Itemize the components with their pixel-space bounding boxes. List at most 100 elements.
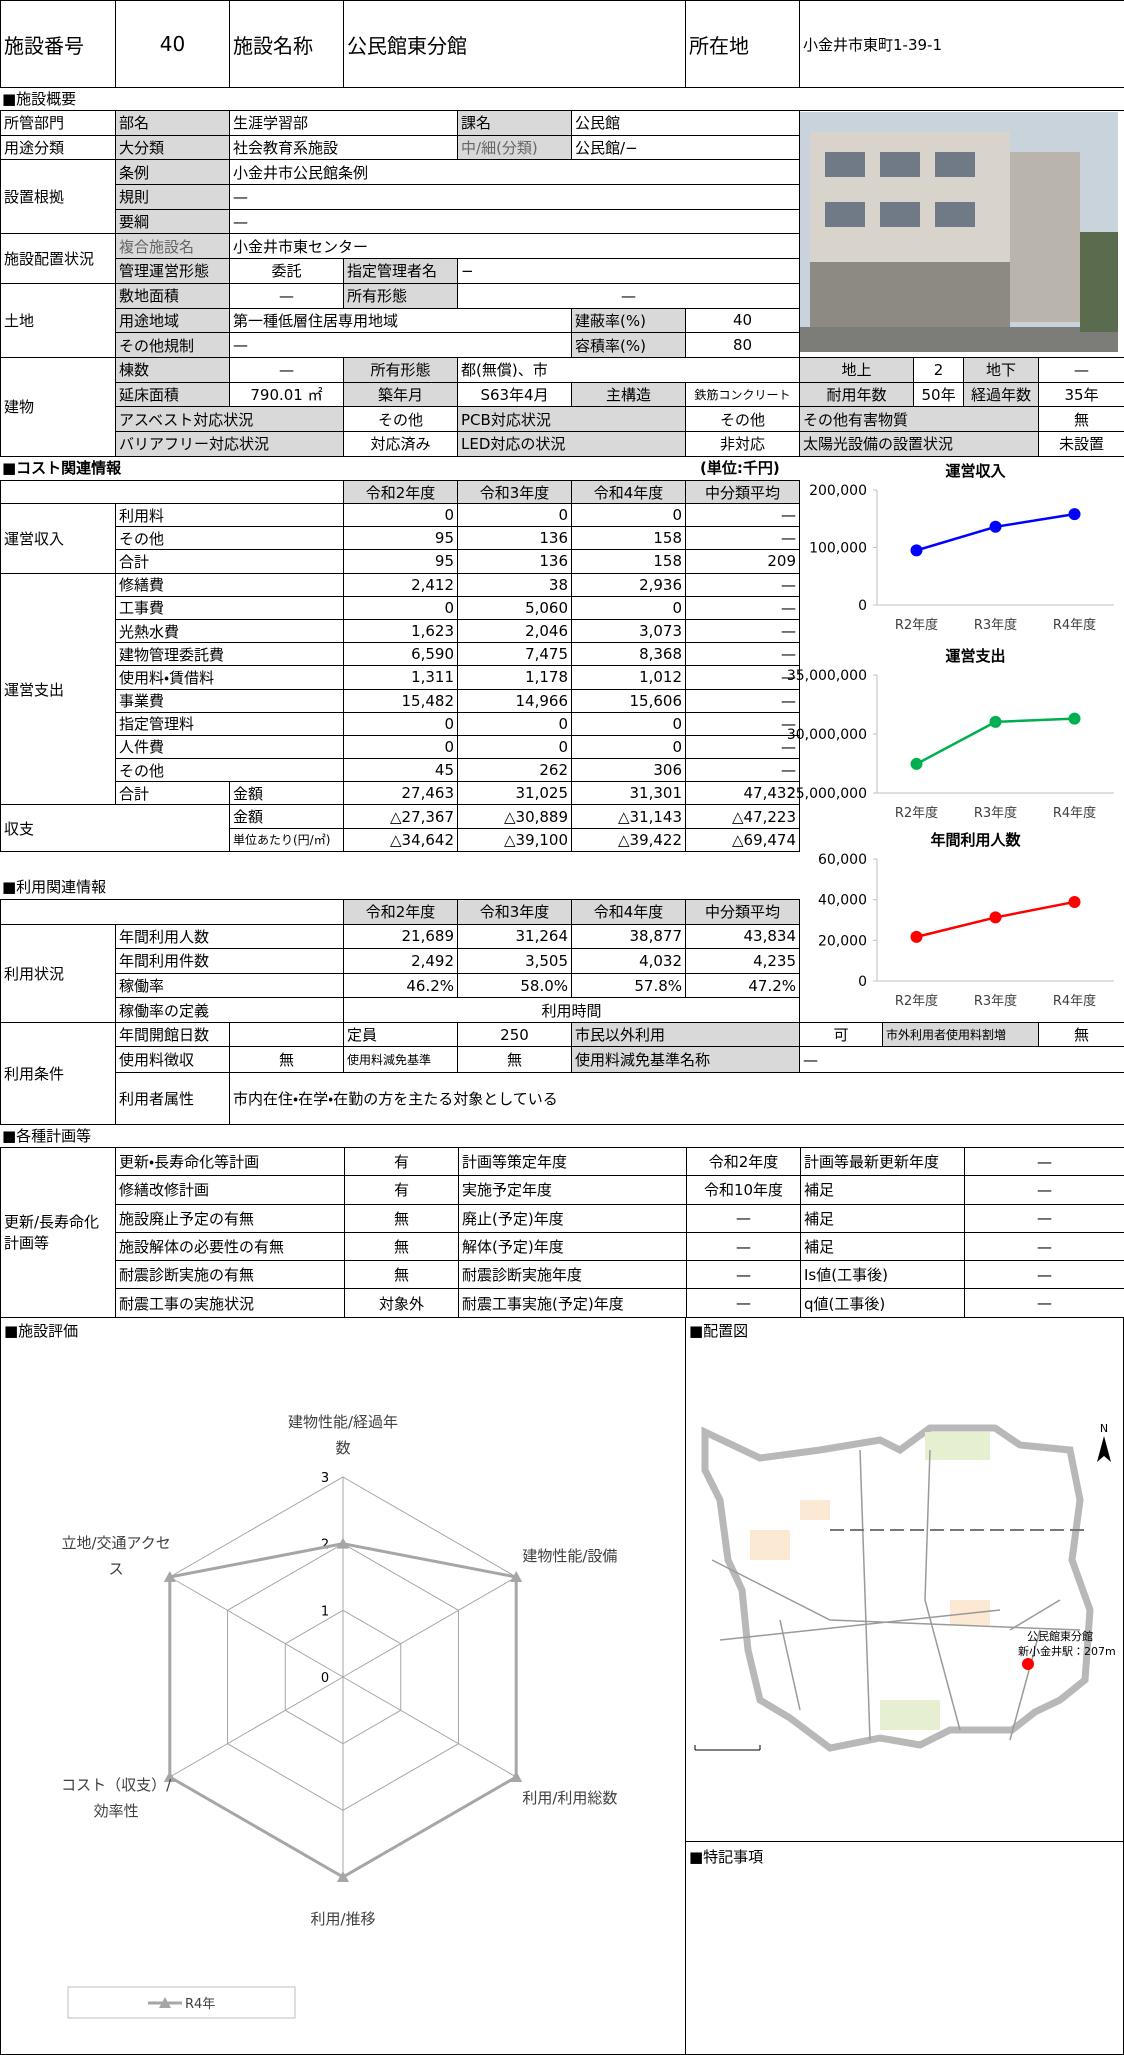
x-tick-label: R4年度: [1053, 993, 1096, 1009]
table-cell: 対象外: [344, 1288, 459, 1318]
table-cell: 35年: [1038, 381, 1124, 408]
table-cell: 使用料減免基準名称: [571, 1046, 800, 1073]
table-cell: 0: [571, 711, 687, 736]
table-cell: 定員: [343, 1022, 458, 1047]
map-road: [1009, 1629, 1041, 1741]
table-cell: 0: [457, 711, 573, 736]
table-cell: 3,073: [571, 618, 687, 644]
point: [1068, 508, 1081, 521]
table-cell: 棟数: [115, 356, 230, 383]
table-cell: 大分類: [115, 134, 230, 161]
table-cell: 57.8%: [571, 972, 687, 999]
table-cell: 令和2年度: [343, 899, 459, 925]
point: [910, 544, 923, 557]
table-cell: 令和4年度: [571, 899, 687, 925]
blank-cell: [799, 110, 1124, 358]
table-cell: 人件費: [114, 734, 345, 760]
table-cell: 158: [571, 549, 687, 574]
table-cell: 施設解体の必要性の有無: [115, 1231, 345, 1262]
table-cell: —: [964, 1175, 1124, 1205]
facility-photo: [800, 111, 1119, 352]
north-label: N: [1100, 1422, 1108, 1435]
table-cell: 市民以外利用: [571, 1022, 800, 1047]
table-cell: —: [228, 332, 573, 358]
table-cell: 補足: [800, 1203, 965, 1233]
table-cell: —: [685, 758, 801, 783]
table-cell: —: [964, 1288, 1124, 1318]
table-cell: —: [686, 1231, 801, 1262]
table-cell: 47,432: [685, 781, 801, 806]
overview-table: 所管部門 部名 生涯学習部 課名 公民館 用途分類 大分類 社会教育系施設 中/細(分類) 公民館…: [0, 110, 1124, 457]
axis-label: 建物性能/設備: [522, 1547, 618, 1565]
table-cell: 築年月: [342, 381, 459, 408]
section-label: ■各種計画等: [2, 1127, 92, 1145]
x-tick-label: R2年度: [895, 993, 938, 1009]
table-cell: −: [457, 258, 801, 284]
table-cell: 46.2%: [343, 972, 459, 999]
table-cell: 可: [799, 1022, 883, 1047]
table-cell: 0: [343, 595, 459, 620]
table-cell: —: [457, 282, 801, 309]
table-cell: 公民館東分館: [343, 0, 686, 88]
table-cell: 136: [457, 549, 573, 574]
section-label: ■特記事項: [689, 1848, 764, 1866]
table-cell: 所有形態: [342, 356, 459, 383]
table-cell: 38,877: [571, 923, 687, 950]
table-cell: 21,689: [343, 923, 459, 950]
y-tick-label: 0: [858, 974, 867, 990]
table-cell: その他: [342, 406, 459, 432]
table-cell: —: [685, 595, 801, 620]
table-cell: —: [685, 642, 801, 667]
table-cell: 施設名称: [229, 0, 344, 88]
table-cell: 複合施設名: [115, 233, 230, 260]
conditions-table: 利用条件 年間開館日数 定員 250 市民以外利用可市外利用者使用料割増無使用料徴収無使…: [0, 1022, 1124, 1125]
blank-cell: [229, 1022, 344, 1047]
table-cell: —: [964, 1260, 1124, 1290]
table-cell: 地下: [963, 356, 1040, 383]
table-cell: △34,642: [343, 827, 459, 852]
table-cell: —: [229, 282, 344, 309]
table-cell: 合計: [115, 781, 230, 806]
table-cell: 0: [457, 734, 573, 760]
table-cell: 58.0%: [457, 972, 573, 999]
table-cell: △30,889: [457, 804, 573, 829]
table-cell: 容積率(%): [571, 332, 687, 358]
axis-label: 利用/利用総数: [522, 1789, 618, 1807]
table-cell: 令和4年度: [571, 480, 687, 504]
table-cell: 1,012: [571, 665, 687, 690]
table-cell: 課名: [457, 110, 573, 136]
x-tick-label: R3年度: [974, 805, 1017, 821]
table-cell: 利用状況: [0, 923, 116, 1023]
table-cell: その他: [685, 406, 801, 432]
table-cell: —: [685, 665, 801, 690]
table-cell: 15,482: [343, 688, 459, 713]
table-cell: 無: [344, 1203, 459, 1233]
map-area: [800, 1500, 830, 1520]
x-tick-label: R4年度: [1053, 805, 1096, 821]
x-tick-label: R3年度: [974, 993, 1017, 1009]
x-tick-label: R3年度: [974, 617, 1017, 633]
table-cell: 工事費: [114, 595, 345, 620]
table-cell: 27,463: [343, 781, 459, 806]
point: [163, 1571, 176, 1582]
table-cell: 有: [344, 1146, 459, 1177]
table-cell: LED対応の状況: [457, 430, 687, 457]
table-cell: 解体(予定)年度: [458, 1231, 687, 1262]
table-cell: 1,311: [343, 665, 459, 690]
table-cell: 単位あたり(円/㎡): [228, 827, 345, 852]
cost-table: 令和2年度 令和3年度 令和4年度 中分類平均 運営収入 利用料 0 0 0— その他 95 136 1…: [0, 480, 801, 852]
point: [337, 1537, 349, 1549]
section-label: ■コスト関連情報: [2, 459, 122, 477]
table-cell: 用途分類: [0, 134, 116, 161]
table-cell: 主構造: [571, 381, 687, 408]
table-cell: 収支: [0, 804, 230, 852]
table-cell: 計画等最新更新年度: [800, 1146, 965, 1177]
table-cell: 306: [571, 758, 687, 783]
table-cell: 延床面積: [115, 381, 230, 408]
table-cell: 地上: [799, 356, 915, 383]
table-cell: 管理運営形態: [115, 258, 230, 284]
r-tick-label: 3: [321, 1471, 329, 1486]
spoke: [169, 1676, 344, 1778]
table-cell: 0: [343, 734, 459, 760]
table-cell: 実施予定年度: [458, 1175, 687, 1205]
